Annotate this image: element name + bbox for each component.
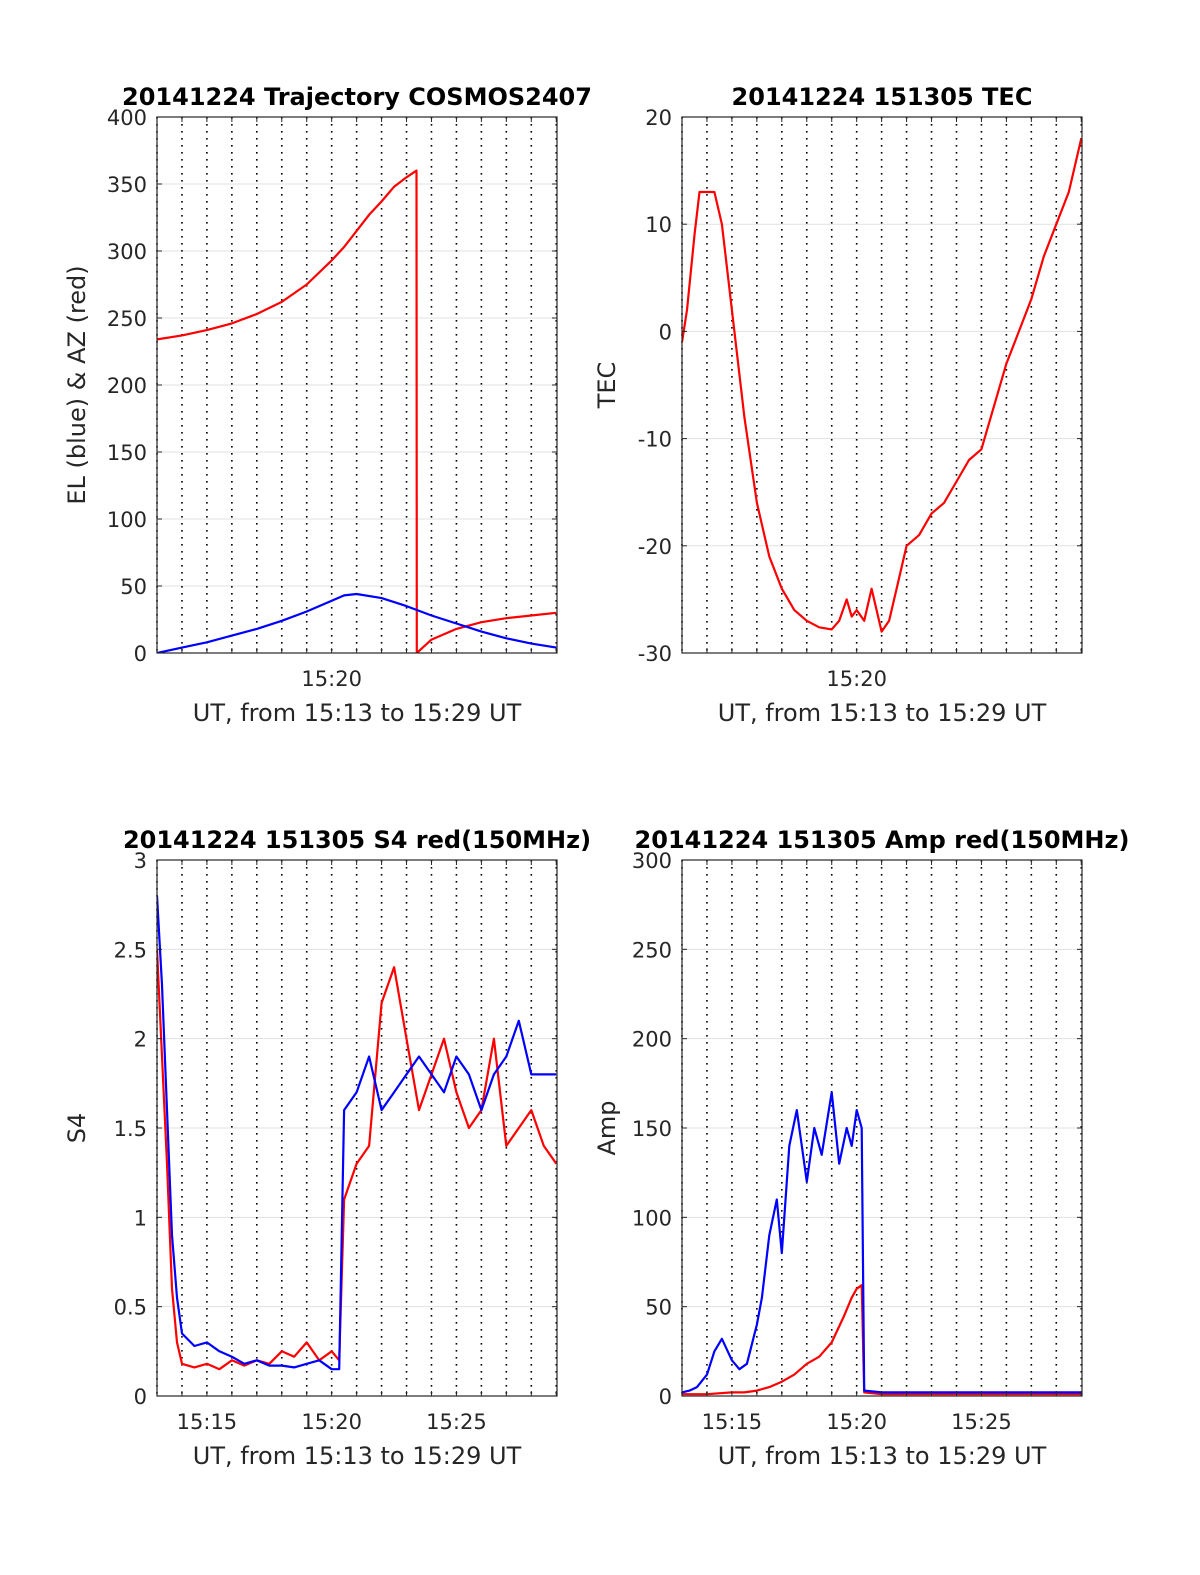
chart-title: 20141224 151305 TEC: [732, 83, 1033, 111]
x-axis-label: UT, from 15:13 to 15:29 UT: [193, 1442, 522, 1470]
y-tick-label: 3: [134, 849, 147, 873]
y-tick-label: 300: [107, 240, 147, 264]
series-line: [682, 1091, 1082, 1394]
chart-title: 20141224 151305 Amp red(150MHz): [635, 826, 1130, 854]
y-tick-label: 200: [107, 374, 147, 398]
series-line: [157, 895, 557, 1371]
y-tick-label: 2.5: [114, 938, 147, 962]
y-tick-label: 50: [120, 575, 147, 599]
y-tick-label: 0: [134, 1385, 147, 1409]
x-tick-label: 15:20: [301, 667, 362, 691]
y-tick-label: 0: [134, 642, 147, 666]
y-tick-label: 0: [659, 1385, 672, 1409]
y-tick-label: 2: [134, 1028, 147, 1052]
y-tick-label: 300: [632, 849, 672, 873]
y-tick-label: 100: [107, 508, 147, 532]
x-tick-label: 15:25: [951, 1410, 1012, 1434]
y-tick-label: 0.5: [114, 1296, 147, 1320]
y-tick-label: 400: [107, 106, 147, 130]
series-line: [157, 592, 557, 653]
series-line: [157, 169, 557, 653]
x-axis-label: UT, from 15:13 to 15:29 UT: [718, 1442, 1047, 1470]
y-tick-label: 250: [107, 307, 147, 331]
x-tick-label: 15:15: [177, 1410, 238, 1434]
y-tick-label: 200: [632, 1028, 672, 1052]
y-tick-label: 150: [107, 441, 147, 465]
y-tick-label: 250: [632, 938, 672, 962]
y-tick-label: 1.5: [114, 1117, 147, 1141]
x-axis-label: UT, from 15:13 to 15:29 UT: [718, 699, 1047, 727]
y-tick-label: 350: [107, 173, 147, 197]
chart-title: 20141224 Trajectory COSMOS2407: [122, 83, 592, 111]
y-axis-label: S4: [63, 1113, 91, 1144]
y-axis-label: EL (blue) & AZ (red): [63, 265, 91, 504]
y-tick-label: 150: [632, 1117, 672, 1141]
chart-panel: -30 -20 -10 0 10 20 15:20 20141224 151305 TEC UT…: [593, 83, 1083, 727]
y-axis-label: TEC: [593, 362, 621, 410]
x-tick-label: 15:15: [702, 1410, 763, 1434]
chart-panel: 0 0.5 1 1.5 2 2.5 3 15:15 15:20 15:25 20141224 151…: [63, 826, 591, 1470]
chart-panel: 0 50 100 150 200 250 300 15:15 15:20 15:25 2014122…: [593, 826, 1129, 1470]
y-tick-label: 50: [645, 1296, 672, 1320]
chart-panel: 0 50 100 150 200 250 300 350 400 15:20 20141224 Tr…: [63, 83, 592, 727]
y-tick-label: 100: [632, 1206, 672, 1230]
x-axis-label: UT, from 15:13 to 15:29 UT: [193, 699, 522, 727]
y-tick-label: -10: [638, 428, 672, 452]
x-tick-label: 15:20: [301, 1410, 362, 1434]
y-tick-label: -30: [638, 642, 672, 666]
y-axis-label: Amp: [593, 1100, 621, 1155]
y-tick-label: 0: [659, 320, 672, 344]
series-line: [682, 138, 1082, 633]
y-tick-label: 10: [645, 213, 672, 237]
chart-title: 20141224 151305 S4 red(150MHz): [123, 826, 591, 854]
y-tick-label: -20: [638, 535, 672, 559]
x-tick-label: 15:20: [826, 1410, 887, 1434]
x-tick-label: 15:25: [426, 1410, 487, 1434]
y-tick-label: 20: [645, 106, 672, 130]
y-tick-label: 1: [134, 1206, 147, 1230]
x-tick-label: 15:20: [826, 667, 887, 691]
